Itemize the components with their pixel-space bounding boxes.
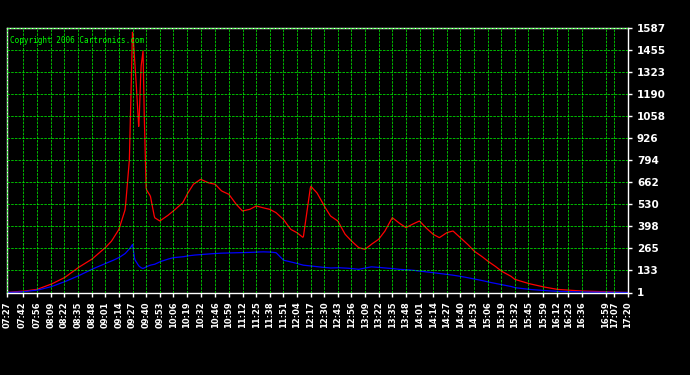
- Text: Total PV Power (red) (watts) & Solar Radiation (blue) (W/m2) Thu Oct 26 17:21: Total PV Power (red) (watts) & Solar Rad…: [50, 8, 640, 21]
- Text: Copyright 2006 Cartronics.com: Copyright 2006 Cartronics.com: [10, 36, 144, 45]
